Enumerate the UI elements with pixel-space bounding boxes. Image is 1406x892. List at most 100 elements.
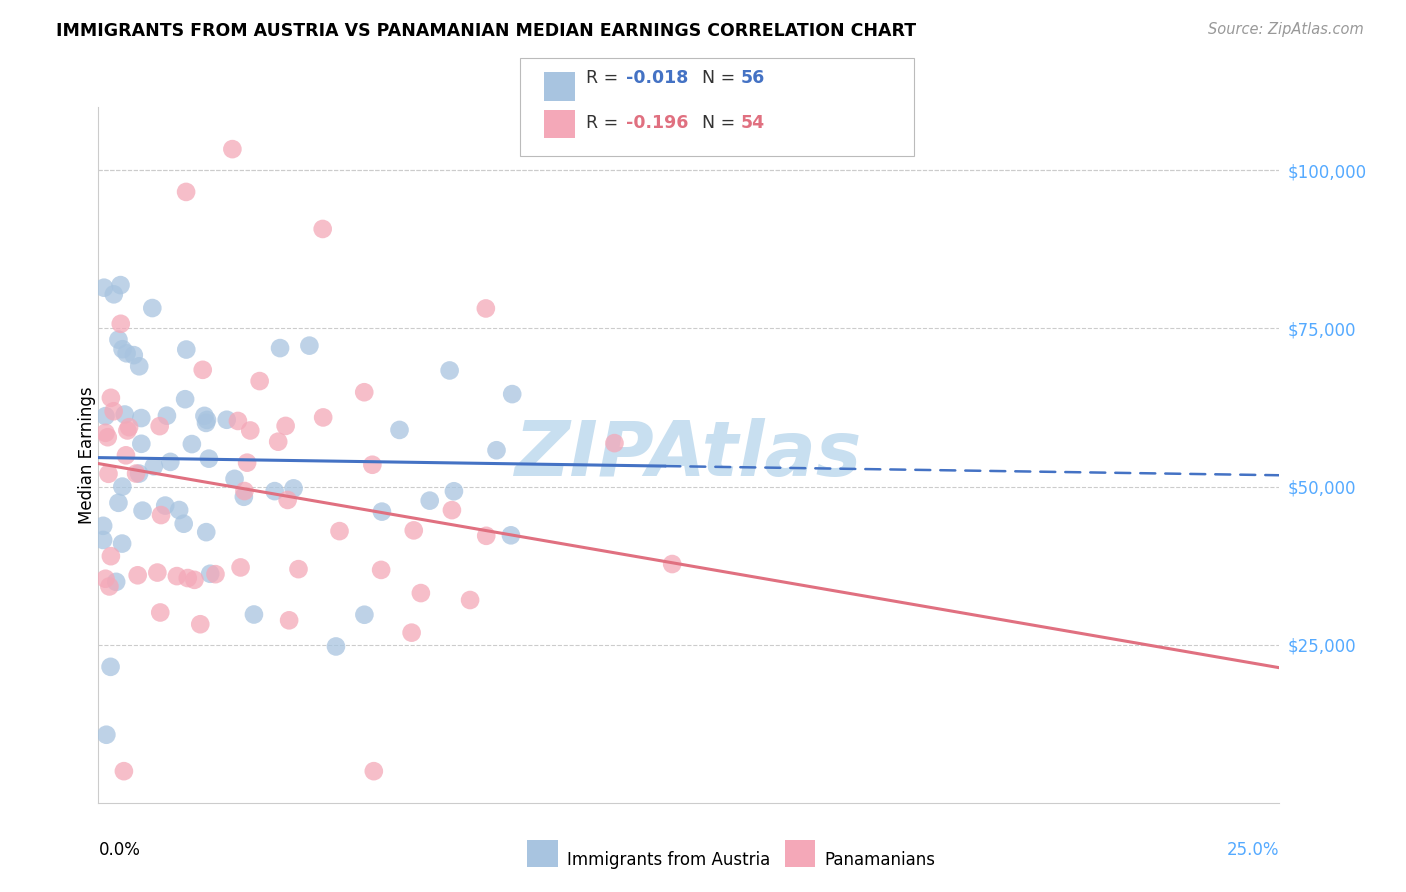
Point	[221, 142, 243, 156]
Point	[122, 348, 145, 362]
Point	[100, 660, 122, 674]
Point	[499, 528, 522, 542]
Point	[91, 518, 114, 533]
Text: -0.018: -0.018	[626, 69, 688, 87]
Point	[195, 525, 218, 540]
Point	[287, 562, 309, 576]
Point	[475, 301, 498, 316]
Point	[215, 413, 238, 427]
Point	[229, 560, 252, 574]
Text: R =: R =	[586, 114, 624, 132]
Point	[174, 185, 197, 199]
Point	[363, 764, 385, 779]
Point	[115, 448, 138, 462]
Point	[127, 568, 149, 582]
Point	[226, 414, 249, 428]
Text: N =: N =	[702, 69, 741, 87]
Point	[183, 573, 205, 587]
Point	[141, 301, 163, 315]
Point	[128, 359, 150, 374]
Point	[149, 606, 172, 620]
Point	[232, 490, 254, 504]
Point	[361, 458, 384, 472]
Text: IMMIGRANTS FROM AUSTRIA VS PANAMANIAN MEDIAN EARNINGS CORRELATION CHART: IMMIGRANTS FROM AUSTRIA VS PANAMANIAN ME…	[56, 22, 917, 40]
Point	[439, 363, 461, 377]
Point	[603, 436, 626, 450]
Point	[177, 571, 200, 585]
Point	[114, 408, 136, 422]
Point	[173, 516, 195, 531]
Point	[110, 278, 132, 293]
Point	[388, 423, 411, 437]
Point	[243, 607, 266, 622]
Point	[93, 281, 115, 295]
Point	[233, 483, 256, 498]
Point	[353, 607, 375, 622]
Point	[91, 533, 114, 547]
Point	[125, 467, 148, 481]
Point	[298, 338, 321, 352]
Point	[274, 418, 297, 433]
Point	[204, 567, 226, 582]
Point	[195, 416, 218, 430]
Point	[195, 413, 218, 427]
Point	[419, 493, 441, 508]
Text: R =: R =	[586, 69, 624, 87]
Text: Source: ZipAtlas.com: Source: ZipAtlas.com	[1208, 22, 1364, 37]
Point	[198, 451, 221, 466]
Point	[402, 524, 425, 538]
Text: -0.196: -0.196	[626, 114, 688, 132]
Point	[167, 503, 190, 517]
Point	[105, 574, 128, 589]
Point	[166, 569, 188, 583]
Point	[278, 613, 301, 627]
Point	[103, 404, 125, 418]
Point	[129, 411, 152, 425]
Point	[131, 503, 153, 517]
Point	[97, 430, 120, 444]
Text: 25.0%: 25.0%	[1227, 841, 1279, 859]
Point	[103, 287, 125, 301]
Point	[111, 343, 134, 357]
Point	[249, 374, 271, 388]
Point	[283, 481, 305, 495]
Point	[111, 480, 134, 494]
Point	[155, 499, 177, 513]
Point	[159, 455, 181, 469]
Point	[131, 437, 153, 451]
Point	[198, 566, 221, 581]
Point	[188, 617, 211, 632]
Point	[94, 409, 117, 424]
Point	[94, 425, 117, 440]
Point	[118, 420, 141, 434]
Point	[112, 764, 135, 779]
Point	[328, 524, 350, 538]
Point	[312, 222, 335, 236]
Point	[263, 484, 285, 499]
Point	[501, 387, 523, 401]
Point	[97, 467, 120, 481]
Point	[236, 456, 259, 470]
Point	[110, 317, 132, 331]
Text: Panamanians: Panamanians	[824, 851, 935, 869]
Point	[312, 410, 335, 425]
Point	[174, 392, 197, 407]
Text: Immigrants from Austria: Immigrants from Austria	[567, 851, 770, 869]
Point	[409, 586, 432, 600]
Point	[401, 625, 423, 640]
Point	[475, 529, 498, 543]
Point	[193, 409, 215, 423]
Point	[661, 557, 683, 571]
Point	[128, 467, 150, 481]
Point	[370, 563, 392, 577]
Point	[146, 566, 169, 580]
Point	[269, 341, 291, 355]
Point	[107, 333, 129, 347]
Point	[353, 385, 375, 400]
Point	[239, 424, 262, 438]
Text: 54: 54	[741, 114, 765, 132]
Text: 56: 56	[741, 69, 765, 87]
Point	[224, 472, 246, 486]
Point	[191, 363, 214, 377]
Text: ZIPAtlas: ZIPAtlas	[515, 418, 863, 491]
